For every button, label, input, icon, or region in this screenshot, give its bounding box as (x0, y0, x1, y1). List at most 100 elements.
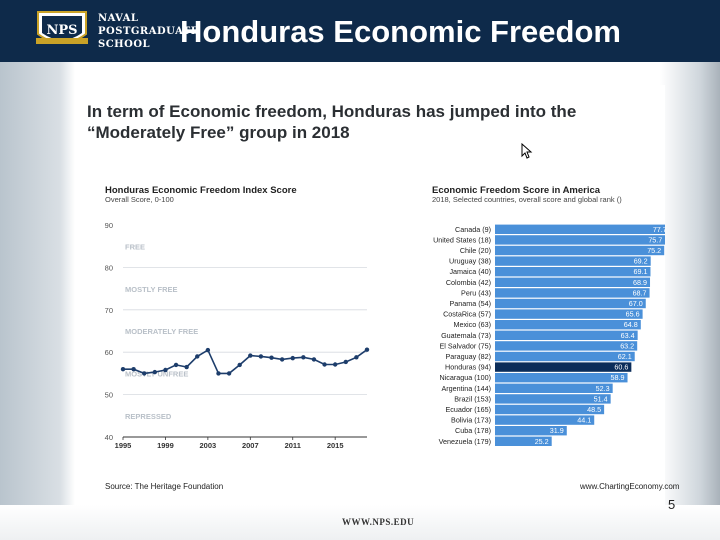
score-point (301, 355, 306, 360)
y-tick-label: 70 (105, 306, 113, 315)
score-bar (495, 298, 646, 309)
score-value-label: 68.9 (633, 278, 647, 287)
score-value-label: 75.2 (647, 246, 661, 255)
score-bar (495, 224, 665, 234)
score-point (226, 371, 232, 376)
left-chart-title: Honduras Economic Freedom Index Score (105, 185, 297, 196)
score-point (237, 362, 242, 368)
score-bar (495, 426, 567, 436)
score-point (248, 353, 253, 358)
score-point (322, 362, 327, 367)
country-label: Argentina (144) (441, 384, 491, 393)
band-label: FREE (125, 242, 145, 251)
score-point (152, 369, 158, 375)
score-bar (495, 256, 651, 266)
country-label: Chile (20) (460, 246, 491, 255)
y-tick-label: 90 (105, 221, 113, 230)
slide-title: Honduras Economic Freedom (180, 14, 621, 49)
band-label: REPRESSED (125, 412, 172, 421)
score-bar (495, 362, 632, 372)
country-label: Canada (9) (455, 225, 491, 234)
country-label: Guatemala (73) (441, 331, 491, 340)
country-label: Colombia (42) (446, 278, 491, 287)
school-name-line2: POSTGRADUATE (98, 26, 199, 37)
score-point (290, 355, 295, 361)
score-value-label: 60.6 (614, 363, 628, 372)
score-value-label: 52.3 (596, 384, 610, 393)
score-value-label: 75.7 (648, 235, 662, 244)
embedded-infographic: In term of Economic freedom, Honduras ha… (75, 85, 679, 505)
country-label: Uruguay (38) (449, 257, 491, 266)
left-chart-subtitle: Overall Score, 0-100 (105, 195, 174, 204)
score-value-label: 64.8 (624, 320, 638, 329)
score-value-label: 77.7 (653, 225, 665, 234)
x-tick-label: 2007 (242, 441, 259, 450)
score-point (279, 357, 285, 362)
country-label: Venezuela (179) (439, 437, 491, 446)
score-bar (495, 415, 595, 425)
score-point (354, 355, 359, 360)
score-point (163, 367, 168, 373)
score-value-label: 63.2 (620, 341, 634, 350)
country-label: Brazil (153) (454, 394, 491, 403)
honduras-score-line-chart: FREE MOSTLY FREE MODERATELY FREE MOSTLY UNF… (105, 221, 370, 450)
score-bar (495, 320, 641, 330)
score-bar (495, 341, 638, 351)
svg-text:NPS: NPS (46, 23, 77, 38)
score-bar (495, 383, 613, 393)
score-point (142, 371, 147, 376)
score-bar (495, 277, 651, 287)
school-name-line1: NAVAL (98, 13, 139, 24)
score-point (131, 366, 136, 372)
source-note: Source: The Heritage Foundation (105, 482, 224, 491)
score-point (343, 359, 348, 365)
country-label: Paraguay (82) (445, 352, 491, 361)
score-value-label: 62.1 (618, 352, 632, 361)
x-tick-label: 2015 (327, 441, 344, 450)
america-score-bar-chart: Canada (9) 77.7 United States (18) 75.7 Chil… (433, 224, 665, 446)
score-bar (495, 330, 638, 340)
score-bar (495, 245, 665, 256)
score-value-label: 67.0 (629, 299, 643, 308)
score-point (184, 364, 189, 370)
score-value-label: 69.2 (634, 257, 648, 266)
score-bar (495, 436, 552, 446)
score-value-label: 31.9 (550, 426, 564, 435)
score-bar (495, 351, 635, 362)
score-point (173, 362, 179, 368)
right-chart-title: Economic Freedom Score in America (432, 185, 601, 196)
score-point (364, 347, 370, 352)
score-value-label: 69.1 (633, 267, 647, 276)
y-tick-label: 50 (105, 391, 113, 400)
score-bar (495, 267, 651, 277)
score-point (269, 355, 274, 360)
band-label: MOSTLY UNFREE (125, 370, 188, 379)
y-tick-label: 60 (105, 348, 113, 357)
x-tick-label: 1999 (157, 441, 174, 450)
slide-header: NPS NAVAL POSTGRADUATE SCHOOL Honduras E… (0, 0, 720, 62)
mouse-cursor-icon (521, 143, 533, 159)
school-name-line3: SCHOOL (98, 39, 151, 50)
country-label: Peru (43) (461, 288, 491, 297)
y-tick-label: 40 (105, 433, 113, 442)
score-value-label: 63.4 (621, 331, 635, 340)
infographic-headline: In term of Economic freedom, Honduras ha… (87, 102, 577, 142)
score-value-label: 68.7 (633, 288, 647, 297)
country-label: Nicaragua (100) (439, 373, 491, 382)
country-label: Honduras (94) (445, 363, 491, 372)
score-bar (495, 288, 650, 298)
nps-logo-icon: NPS (32, 8, 92, 52)
score-point (205, 347, 211, 353)
score-bar (495, 404, 605, 415)
score-point (216, 371, 221, 376)
country-label: United States (18) (433, 235, 491, 244)
x-tick-label: 1995 (115, 441, 132, 450)
x-tick-label: 2011 (285, 441, 301, 450)
score-value-label: 48.5 (587, 405, 601, 414)
x-tick-label: 2003 (200, 441, 217, 450)
country-label: El Salvador (75) (439, 341, 491, 350)
score-point (311, 357, 317, 362)
score-bar (495, 373, 628, 383)
country-label: Mexico (63) (453, 320, 491, 329)
score-bar (495, 235, 665, 245)
